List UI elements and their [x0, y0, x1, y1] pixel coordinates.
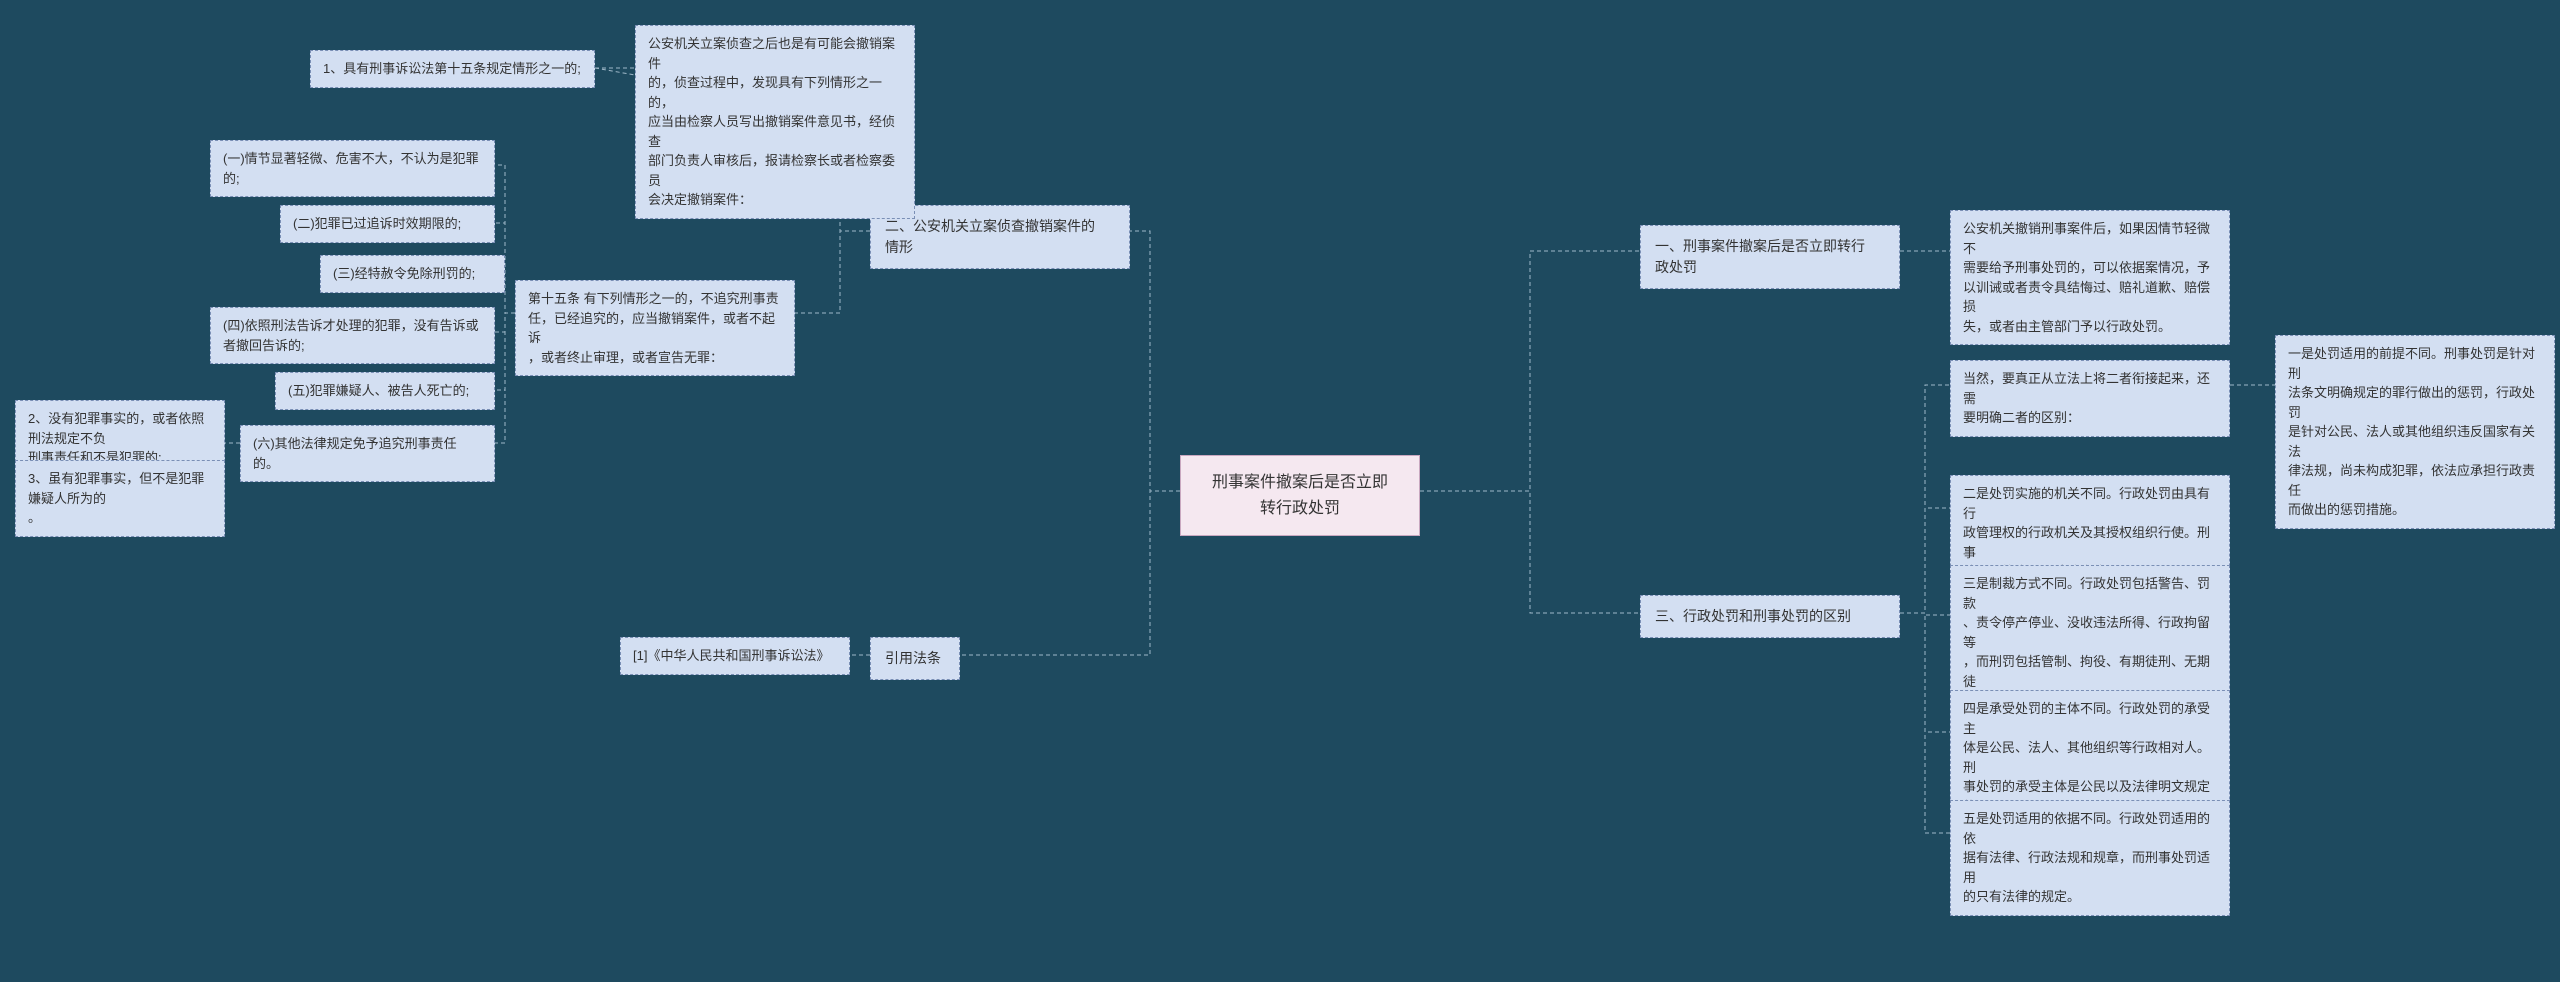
section-1-detail: 公安机关撤销刑事案件后，如果因情节轻微不需要给予刑事处罚的，可以依据案情况，予以…	[1950, 210, 2230, 345]
sub-15-6-sub-2: 3、虽有犯罪事实，但不是犯罪嫌疑人所为的。	[15, 460, 225, 537]
section-2-child-1: 第十五条 有下列情形之一的，不追究刑事责任，已经追究的，应当撤销案件，或者不起诉…	[515, 280, 795, 376]
sub-15-2: (二)犯罪已过追诉时效期限的;	[280, 205, 495, 243]
sub-15-4: (四)依照刑法告诉才处理的犯罪，没有告诉或者撤回告诉的;	[210, 307, 495, 364]
section-2-child-0-sub: 公安机关立案侦查之后也是有可能会撤销案件的，侦查过程中，发现具有下列情形之一的，…	[635, 25, 915, 219]
section-2-child-0: 1、具有刑事诉讼法第十五条规定情形之一的;	[310, 50, 595, 88]
sub-15-1: (一)情节显著轻微、危害不大，不认为是犯罪的;	[210, 140, 495, 197]
root-text: 刑事案件撤案后是否立即转行政处罚	[1212, 474, 1388, 517]
sub-15-6: (六)其他法律规定免予追究刑事责任的。	[240, 425, 495, 482]
section-3-title: 三、行政处罚和刑事处罚的区别	[1640, 595, 1900, 638]
citation-title: 引用法条	[870, 637, 960, 680]
section-3-child-0: 当然，要真正从立法上将二者衔接起来，还需要明确二者的区别：	[1950, 360, 2230, 437]
root-node: 刑事案件撤案后是否立即转行政处罚	[1180, 455, 1420, 536]
section-3-child-0-sub: 一是处罚适用的前提不同。刑事处罚是针对刑法条文明确规定的罪行做出的惩罚，行政处罚…	[2275, 335, 2555, 529]
section-1-title: 一、刑事案件撤案后是否立即转行政处罚	[1640, 225, 1900, 289]
section-3-child-4: 五是处罚适用的依据不同。行政处罚适用的依据有法律、行政法规和规章，而刑事处罚适用…	[1950, 800, 2230, 916]
sub-15-5: (五)犯罪嫌疑人、被告人死亡的;	[275, 372, 495, 410]
citation-child: [1]《中华人民共和国刑事诉讼法》	[620, 637, 850, 675]
sub-15-3: (三)经特赦令免除刑罚的;	[320, 255, 505, 293]
